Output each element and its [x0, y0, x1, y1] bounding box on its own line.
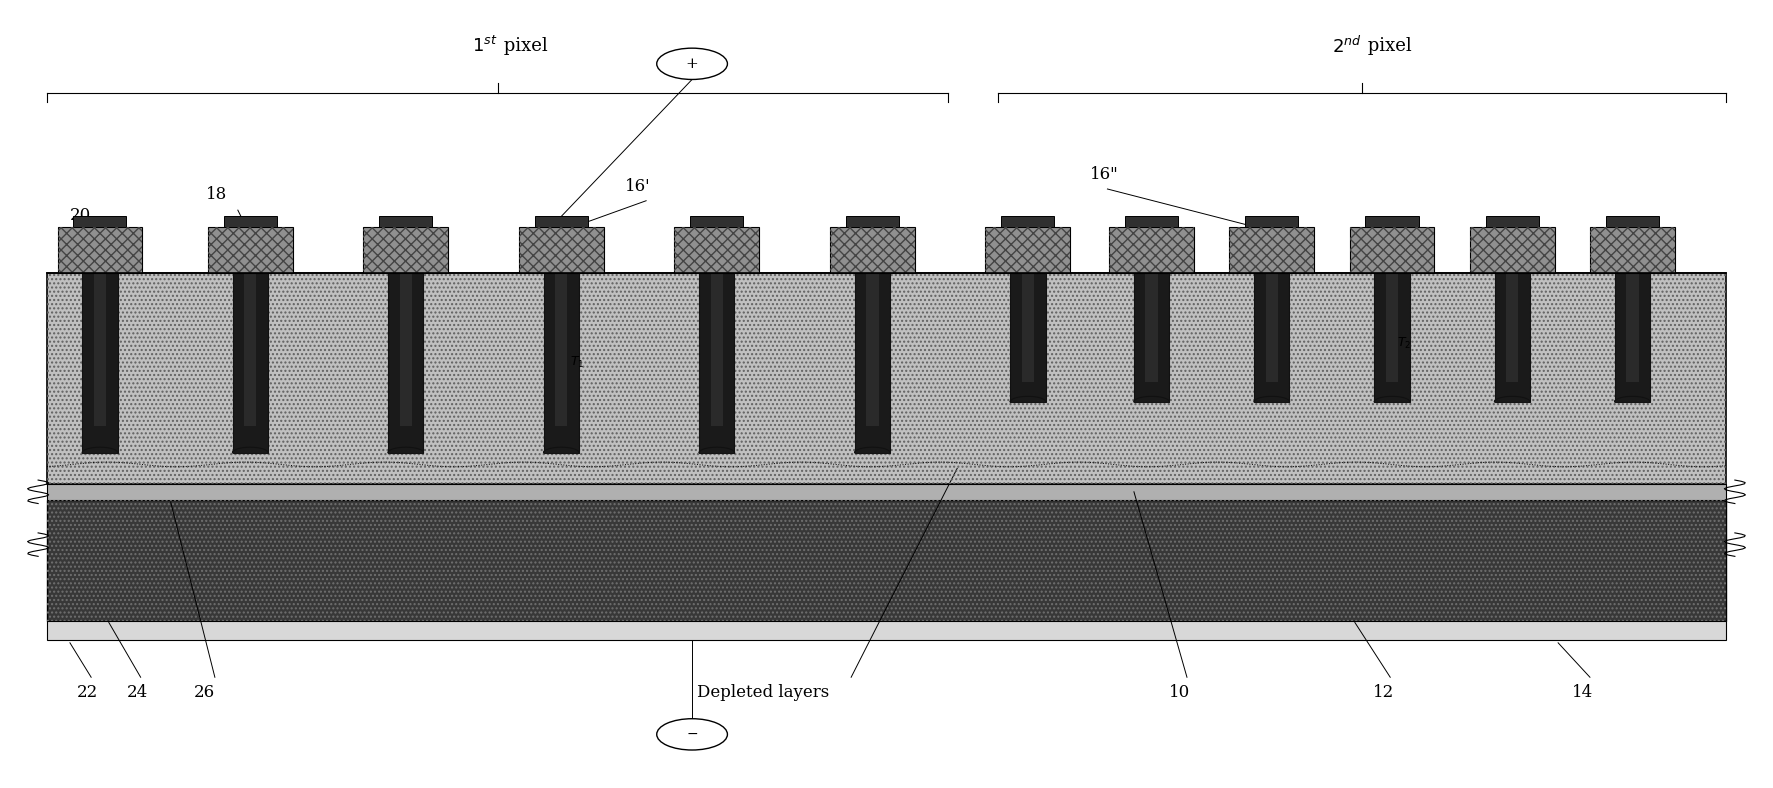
Bar — [867, 273, 879, 426]
Bar — [1021, 273, 1034, 382]
Bar — [232, 273, 268, 452]
Bar — [1349, 228, 1434, 273]
Bar — [674, 228, 759, 273]
Bar — [1615, 273, 1651, 402]
Text: 14: 14 — [1573, 683, 1594, 701]
Text: 16": 16" — [1090, 166, 1119, 184]
Bar — [46, 621, 1727, 641]
Text: 20: 20 — [69, 207, 90, 224]
Bar — [1486, 217, 1539, 228]
Bar — [1495, 273, 1530, 402]
Bar — [1626, 273, 1638, 382]
Bar — [519, 228, 605, 273]
Text: −: − — [686, 727, 699, 742]
Text: 24: 24 — [126, 683, 147, 701]
Bar — [388, 273, 424, 452]
Bar — [986, 228, 1071, 273]
Bar — [1505, 273, 1518, 382]
Bar — [1002, 217, 1055, 228]
Polygon shape — [1615, 396, 1651, 402]
Bar — [1110, 228, 1193, 273]
Bar — [1365, 217, 1418, 228]
Polygon shape — [1254, 396, 1289, 402]
Bar — [207, 228, 293, 273]
Bar — [46, 500, 1727, 621]
Bar — [986, 228, 1071, 273]
Bar — [544, 273, 580, 452]
Bar — [830, 228, 915, 273]
Bar — [46, 273, 1727, 484]
Bar — [82, 273, 117, 452]
Bar — [363, 228, 449, 273]
Polygon shape — [232, 448, 268, 452]
Bar — [555, 273, 567, 426]
Polygon shape — [1135, 396, 1168, 402]
Bar — [674, 228, 759, 273]
Bar — [245, 273, 257, 426]
Bar — [1229, 228, 1314, 273]
Polygon shape — [1495, 396, 1530, 402]
Bar — [1266, 273, 1278, 382]
Bar — [223, 217, 277, 228]
Bar — [535, 217, 589, 228]
Bar — [1011, 273, 1046, 402]
Text: +: + — [686, 57, 699, 71]
Bar — [1590, 228, 1675, 273]
Bar — [855, 273, 890, 452]
Bar — [1126, 217, 1177, 228]
Text: 26: 26 — [193, 683, 215, 701]
Bar — [1386, 273, 1399, 382]
Bar — [699, 273, 734, 452]
Text: pixel: pixel — [498, 37, 548, 55]
Text: 10: 10 — [1168, 683, 1190, 701]
Text: Depleted layers: Depleted layers — [697, 683, 830, 701]
Text: 16': 16' — [624, 178, 651, 195]
Circle shape — [656, 719, 727, 750]
Polygon shape — [1374, 396, 1410, 402]
Bar — [94, 273, 106, 426]
Bar — [46, 500, 1727, 621]
Bar — [1470, 228, 1555, 273]
Polygon shape — [699, 448, 734, 452]
Bar — [519, 228, 605, 273]
Bar — [1349, 228, 1434, 273]
Bar — [1470, 228, 1555, 273]
Bar — [1374, 273, 1410, 402]
Bar — [1245, 217, 1298, 228]
Bar — [1254, 273, 1289, 402]
Bar — [830, 228, 915, 273]
Bar — [46, 273, 1727, 484]
Text: 18: 18 — [206, 186, 227, 203]
Bar — [399, 273, 411, 426]
Bar — [379, 217, 433, 228]
Bar — [207, 228, 293, 273]
Text: $1^{st}$: $1^{st}$ — [472, 35, 498, 56]
Polygon shape — [1011, 396, 1046, 402]
Text: 22: 22 — [76, 683, 98, 701]
Bar — [711, 273, 723, 426]
Bar — [73, 217, 126, 228]
Circle shape — [656, 48, 727, 80]
Bar — [1606, 217, 1660, 228]
Bar — [57, 228, 142, 273]
Text: 12: 12 — [1372, 683, 1394, 701]
Bar — [846, 217, 899, 228]
Bar — [1135, 273, 1168, 402]
Polygon shape — [544, 448, 580, 452]
Bar — [1145, 273, 1158, 382]
Polygon shape — [388, 448, 424, 452]
Text: pixel: pixel — [1362, 37, 1411, 55]
Bar — [690, 217, 743, 228]
Polygon shape — [82, 448, 117, 452]
Text: $T_1$: $T_1$ — [571, 355, 585, 370]
Text: $T_2$: $T_2$ — [1397, 336, 1411, 351]
Bar — [1229, 228, 1314, 273]
Bar — [1590, 228, 1675, 273]
Text: $2^{nd}$: $2^{nd}$ — [1332, 35, 1362, 57]
Polygon shape — [855, 448, 890, 452]
Bar — [1110, 228, 1193, 273]
Bar — [363, 228, 449, 273]
Bar — [57, 228, 142, 273]
Bar — [46, 484, 1727, 500]
